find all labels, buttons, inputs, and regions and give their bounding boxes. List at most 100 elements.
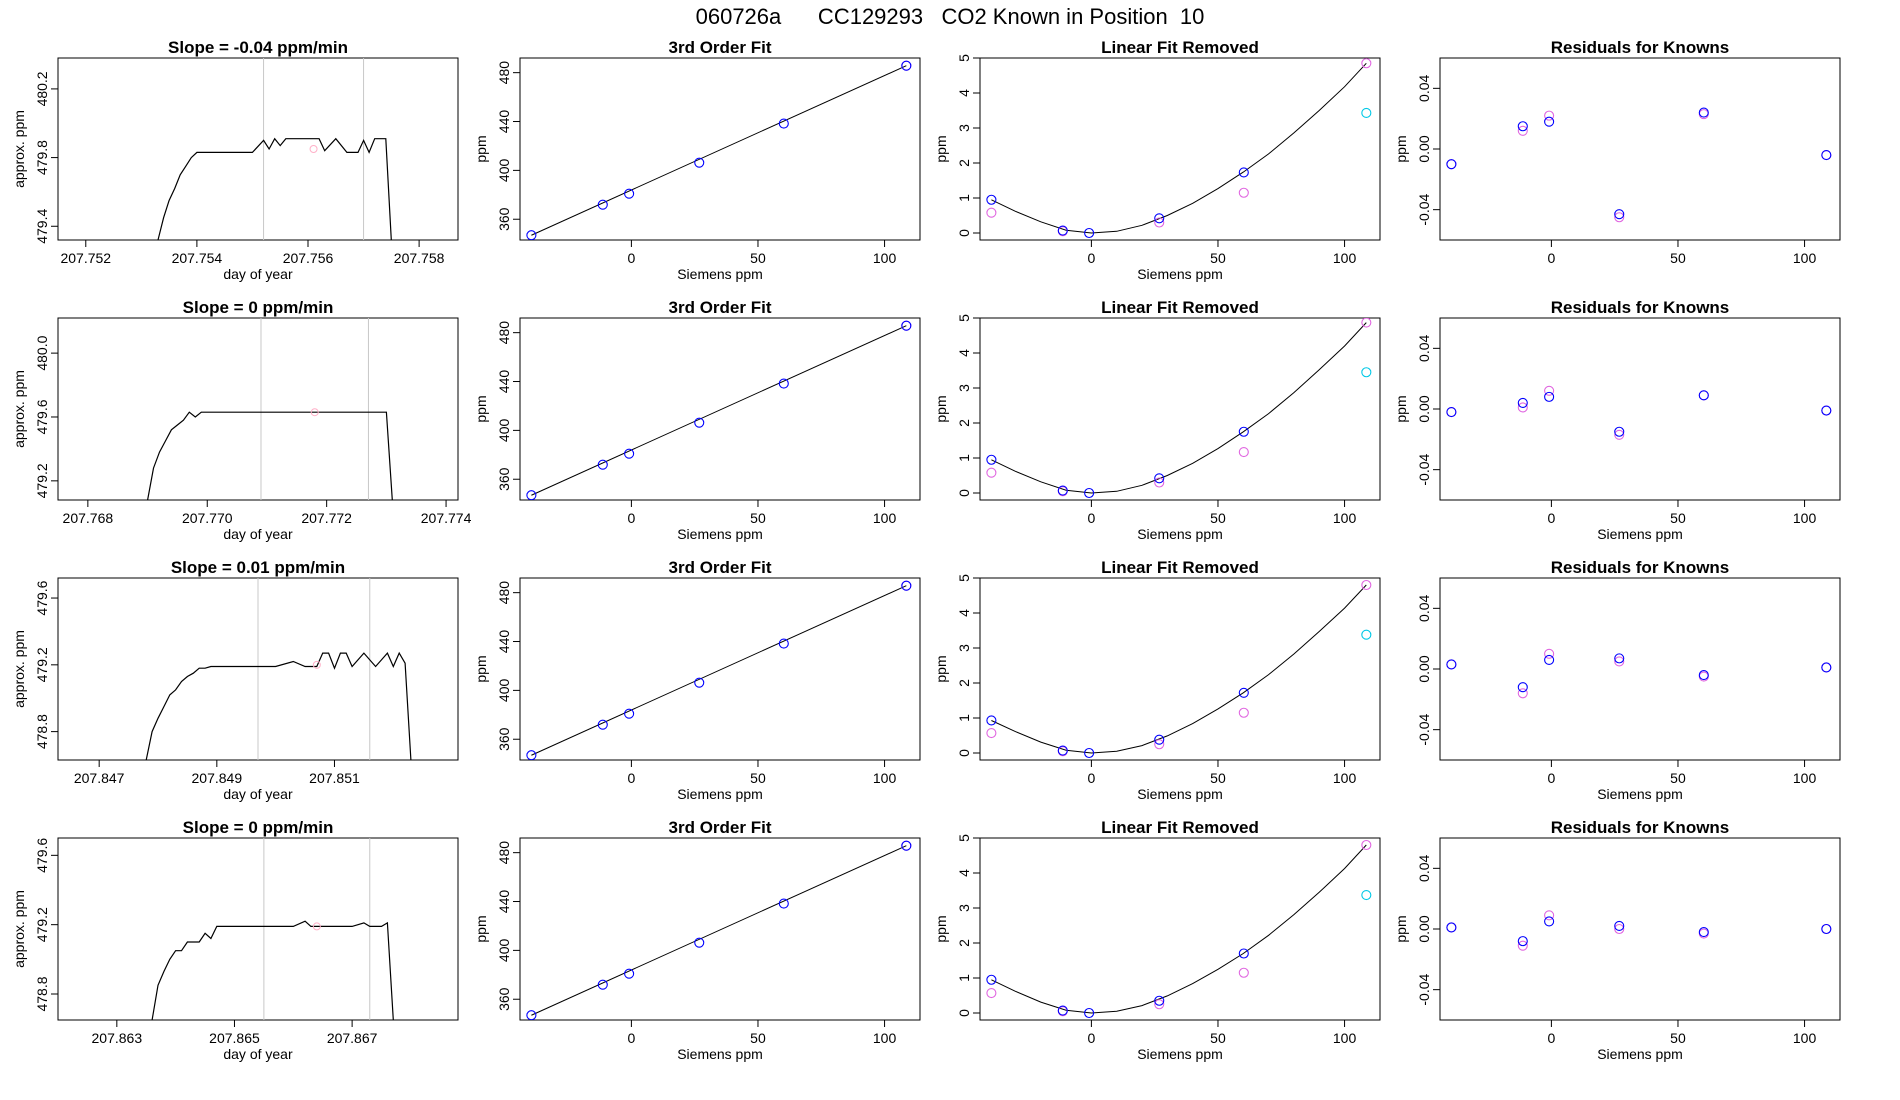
data-point xyxy=(1361,839,1372,851)
y-tick-label: 4 xyxy=(956,89,972,97)
y-tick-label: 479.6 xyxy=(34,399,50,434)
panel-1-0: Slope = 0 ppm/min 207.768 207.770 207.772 20… xyxy=(11,298,472,542)
panel-2-0: Slope = 0.01 ppm/min 207.847 207.849 207.85… xyxy=(11,558,459,802)
fit-line xyxy=(531,325,907,496)
data-point xyxy=(778,638,789,649)
panel-3-0: Slope = 0 ppm/min 207.863 207.865 207.867 da… xyxy=(11,818,459,1062)
data-point xyxy=(1517,940,1528,951)
data-point xyxy=(1154,213,1165,224)
panel-data xyxy=(986,318,1372,499)
data-point xyxy=(778,118,789,129)
x-axis-label: Siemens ppm xyxy=(1137,1046,1223,1062)
data-point xyxy=(1154,477,1165,488)
x-tick-label: 0 xyxy=(1547,510,1555,526)
y-tick-label: 1 xyxy=(956,714,972,722)
x-axis-label: Siemens ppm xyxy=(677,786,763,802)
panel-data xyxy=(1446,385,1832,440)
y-tick-label: 479.2 xyxy=(34,463,50,498)
data-point xyxy=(1698,926,1709,938)
plot-frame xyxy=(57,837,459,1021)
x-tick-label: 207.774 xyxy=(421,510,472,526)
data-point xyxy=(1084,1007,1095,1019)
data-point xyxy=(986,727,997,739)
data-point xyxy=(597,979,608,990)
panel-2-3: Residuals for Knowns 0 50 100 Siemens ppm -0.… xyxy=(1416,558,1841,802)
data-point xyxy=(526,490,537,500)
x-axis-label: Siemens ppm xyxy=(1137,786,1223,802)
panel-2-2: Linear Fit Removed 0 50 100 Siemens ppm 0 1 2 3 4… xyxy=(933,558,1381,802)
data-point xyxy=(1614,212,1625,223)
y-tick-label: 440 xyxy=(496,110,512,134)
y-tick-label: -0.04 xyxy=(1416,454,1432,486)
y-tick-label: 479.4 xyxy=(34,209,50,244)
x-axis-label: day of year xyxy=(223,786,293,802)
y-tick-label: 2 xyxy=(956,159,972,167)
data-point xyxy=(1517,688,1528,699)
fit-line xyxy=(531,65,907,236)
panel-title: Slope = 0.01 ppm/min xyxy=(171,558,345,577)
data-point xyxy=(1614,209,1625,220)
y-tick-label: 479.2 xyxy=(34,647,50,682)
x-axis-label: Siemens ppm xyxy=(1137,526,1223,542)
y-tick-label: 1 xyxy=(956,194,972,202)
y-tick-label: 3 xyxy=(956,384,972,392)
data-point xyxy=(597,459,608,470)
data-point xyxy=(1446,922,1457,933)
y-tick-label: 3 xyxy=(956,124,972,132)
data-point xyxy=(901,580,912,591)
y-axis-label: approx. ppm xyxy=(11,630,27,708)
data-point xyxy=(1361,579,1372,591)
plot-frame xyxy=(979,577,1381,761)
x-tick-label: 0 xyxy=(1087,510,1095,526)
data-point xyxy=(986,454,997,465)
panel-data xyxy=(147,318,393,500)
x-axis-label: Siemens ppm xyxy=(677,266,763,282)
data-point xyxy=(1517,936,1528,947)
data-point xyxy=(1154,739,1165,750)
plot-frame xyxy=(1439,837,1841,1021)
x-axis-label: Siemens ppm xyxy=(1597,1046,1683,1062)
data-point xyxy=(1154,217,1165,228)
data-point xyxy=(1544,648,1555,659)
data-point xyxy=(1544,916,1555,927)
x-axis-label: day of year xyxy=(223,526,293,542)
plot-frame xyxy=(519,577,921,761)
x-axis-label: Siemens ppm xyxy=(1137,266,1223,282)
series-line xyxy=(151,920,394,1020)
y-axis-label: approx. ppm xyxy=(11,370,27,448)
x-tick-label: 50 xyxy=(1210,510,1226,526)
panel-title: Linear Fit Removed xyxy=(1101,38,1259,57)
data-point xyxy=(1057,225,1068,236)
y-tick-label: 0 xyxy=(956,229,972,237)
x-axis-label: Siemens ppm xyxy=(677,1046,763,1062)
data-point xyxy=(1544,110,1555,121)
data-point xyxy=(1614,656,1625,667)
fit-curve xyxy=(991,844,1367,1014)
x-tick-label: 207.758 xyxy=(394,250,445,266)
plot-frame xyxy=(1439,317,1841,501)
data-point xyxy=(1614,923,1625,935)
y-tick-label: 440 xyxy=(496,630,512,654)
x-axis-label: Siemens ppm xyxy=(677,526,763,542)
y-tick-label: 479.6 xyxy=(34,580,50,615)
data-point xyxy=(1084,747,1095,759)
panel-1-1: 3rd Order Fit 0 50 100 Siemens ppm 360 400 440 4… xyxy=(473,298,921,542)
data-point xyxy=(1238,426,1249,437)
y-axis-label: ppm xyxy=(473,655,489,682)
x-tick-label: 50 xyxy=(750,510,766,526)
page-title: 060726a CC129293 CO2 Known in Position 1… xyxy=(695,4,1205,29)
y-tick-label: 4 xyxy=(956,349,972,357)
y-tick-label: 440 xyxy=(496,370,512,394)
x-tick-label: 100 xyxy=(1333,510,1357,526)
x-tick-label: 50 xyxy=(1670,1030,1686,1046)
data-point xyxy=(901,840,912,851)
data-point xyxy=(1698,670,1709,681)
panel-title: 3rd Order Fit xyxy=(669,558,772,577)
data-point xyxy=(1544,391,1555,402)
y-tick-label: 440 xyxy=(496,890,512,914)
x-tick-label: 100 xyxy=(1333,250,1357,266)
data-point xyxy=(1446,659,1457,670)
x-tick-label: 0 xyxy=(627,1030,635,1046)
x-tick-label: 0 xyxy=(1547,1030,1555,1046)
y-tick-label: 5 xyxy=(956,314,972,322)
